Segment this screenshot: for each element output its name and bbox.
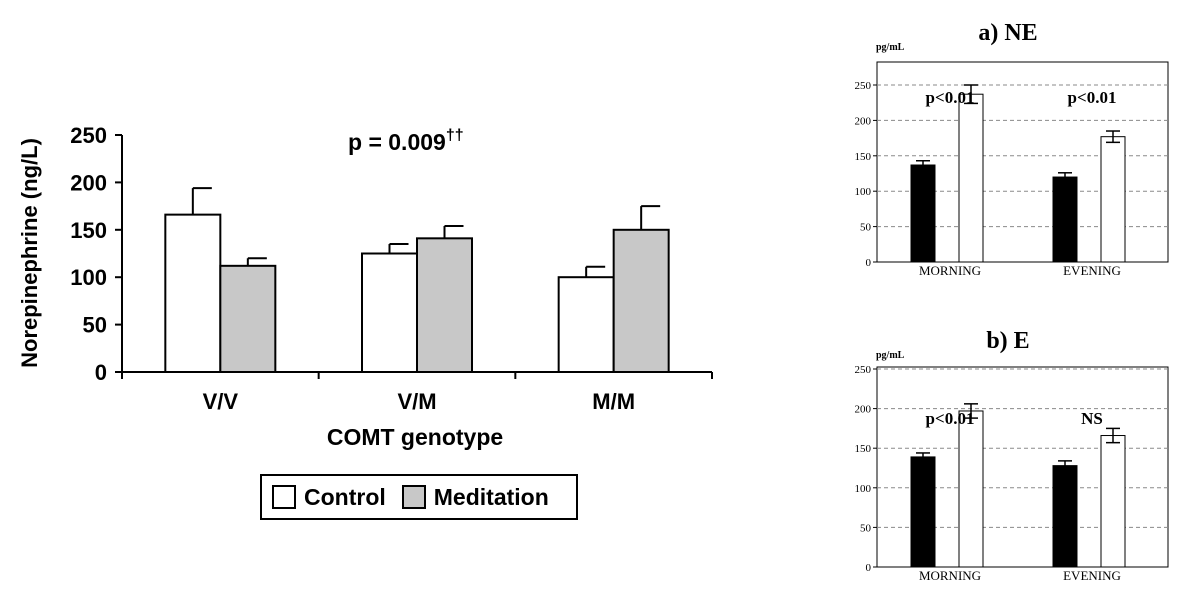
main-xtick-label: V/V xyxy=(203,389,239,414)
ne-bar-dark xyxy=(910,164,936,263)
main-ytick-label: 200 xyxy=(70,170,107,195)
main-bar-meditation xyxy=(612,228,670,373)
e-ytick-label: 200 xyxy=(855,404,872,416)
main-bar-meditation xyxy=(219,264,277,374)
main-bar-control xyxy=(361,252,418,373)
e-xtick-label: EVENING xyxy=(1063,568,1121,583)
ne-frame xyxy=(876,61,1169,263)
ne-ytick-label: 50 xyxy=(860,222,872,234)
ne-ytick-label: 0 xyxy=(866,257,872,269)
main-ytick-label: 150 xyxy=(70,218,107,243)
ne-ytick-label: 150 xyxy=(855,151,872,163)
e-title: b) E xyxy=(986,328,1029,354)
legend-swatch-meditation xyxy=(401,485,426,509)
ne-annotation: p<0.01 xyxy=(1068,88,1117,107)
e-annotation: p<0.01 xyxy=(926,409,975,428)
legend-label-meditation: Meditation xyxy=(433,483,549,510)
main-legend: Control Meditation xyxy=(260,474,578,520)
ne-bar-light xyxy=(1100,136,1126,263)
e-unit: pg/mL xyxy=(876,350,905,361)
ne-ytick-label: 250 xyxy=(855,80,872,92)
e-ytick-label: 100 xyxy=(855,483,872,495)
e-ytick-label: 150 xyxy=(855,443,872,455)
ne-xtick-label: MORNING xyxy=(919,263,981,278)
ne-bar-light xyxy=(958,93,984,263)
ne-unit: pg/mL xyxy=(876,42,905,53)
ne-bar-dark xyxy=(1052,176,1078,263)
main-xlabel: COMT genotype xyxy=(327,424,503,450)
e-bar-light xyxy=(1100,435,1126,568)
e-bar-dark xyxy=(910,456,936,568)
main-xtick-label: M/M xyxy=(592,389,635,414)
e-ytick-label: 50 xyxy=(860,522,872,534)
e-ytick-label: 250 xyxy=(855,364,872,376)
e-ytick-label: 0 xyxy=(866,562,872,574)
main-bar-control xyxy=(557,276,615,374)
e-xtick-label: MORNING xyxy=(919,568,981,583)
ne-annotation: p<0.01 xyxy=(926,88,975,107)
main-ytick-label: 50 xyxy=(83,313,107,338)
main-title: p = 0.009†† xyxy=(348,127,464,155)
e-bar-light xyxy=(958,410,984,568)
main-ytick-label: 0 xyxy=(95,360,107,385)
main-ytick-label: 250 xyxy=(70,123,107,148)
ne-xtick-label: EVENING xyxy=(1063,263,1121,278)
main-xtick-label: V/M xyxy=(397,389,436,414)
ne-ytick-label: 100 xyxy=(855,186,872,198)
main-title-text: p = 0.009 xyxy=(348,129,446,155)
e-frame xyxy=(876,366,1169,568)
e-bar-dark xyxy=(1052,465,1078,568)
legend-label-control: Control xyxy=(304,483,386,510)
ne-title: a) NE xyxy=(978,20,1037,46)
main-title-superscript: †† xyxy=(446,127,464,144)
main-ytick-label: 100 xyxy=(70,265,107,290)
legend-swatch-control xyxy=(272,485,296,509)
main-ylabel: Norepinephrine (ng/L) xyxy=(17,138,42,368)
ne-ytick-label: 200 xyxy=(855,115,872,127)
e-annotation: NS xyxy=(1081,409,1103,428)
